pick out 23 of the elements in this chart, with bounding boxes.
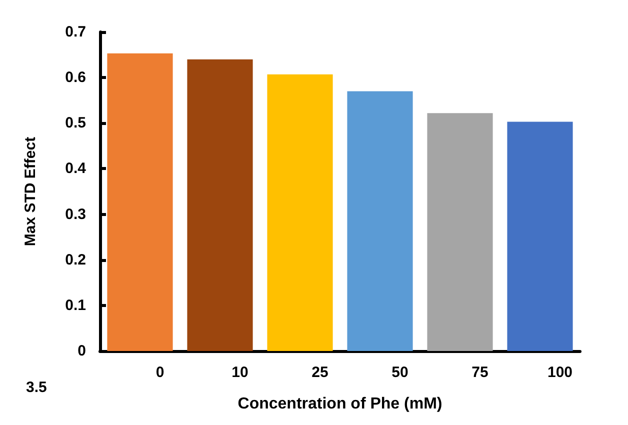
bar xyxy=(107,53,173,351)
text: 3.5 xyxy=(26,379,47,396)
bar xyxy=(187,59,253,351)
y-tick-label: 0.2 xyxy=(65,251,86,268)
bar xyxy=(507,122,573,351)
bar xyxy=(427,113,493,351)
x-tick-label: 0 xyxy=(156,364,164,381)
x-tick-label: 50 xyxy=(392,364,408,381)
x-tick-label: 100 xyxy=(547,364,573,381)
bar xyxy=(267,74,333,351)
x-tick-label: 75 xyxy=(472,364,488,381)
y-tick-label: 0.4 xyxy=(65,160,87,178)
y-tick-label: 0.6 xyxy=(65,69,86,86)
y-tick-label: 0.5 xyxy=(65,114,86,132)
y-axis-title: Max STD Effect xyxy=(22,136,39,246)
y-tick-label: 0 xyxy=(78,342,86,360)
x-tick-label: 25 xyxy=(312,364,328,381)
y-tick-label: 0.1 xyxy=(65,296,86,314)
y-tick-label: 0.3 xyxy=(65,206,86,223)
y-tick-label: 0.7 xyxy=(65,24,86,40)
bar xyxy=(347,91,413,351)
x-axis-title: Concentration of Phe (mM) xyxy=(238,396,442,412)
x-tick-label: 10 xyxy=(232,364,248,381)
